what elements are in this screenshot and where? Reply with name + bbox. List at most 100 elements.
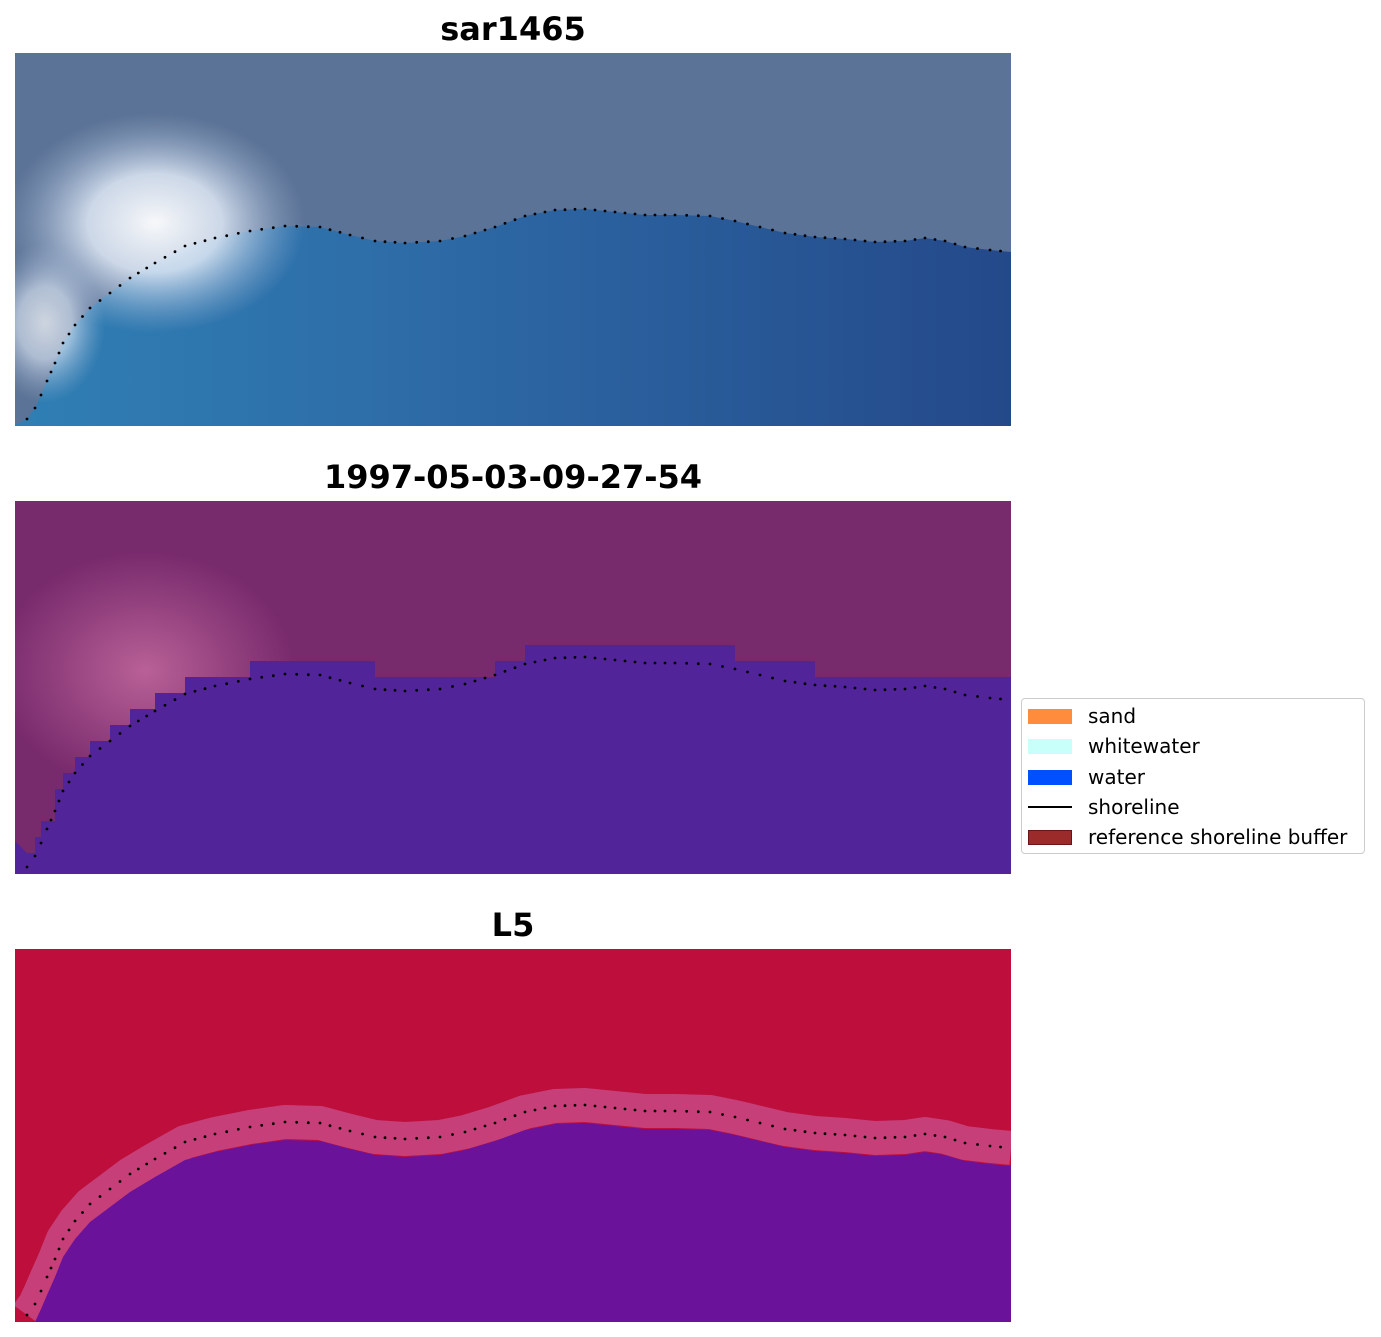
- shoreline-point: [271, 1122, 275, 1126]
- shoreline-point: [213, 684, 217, 688]
- shoreline-point: [733, 219, 737, 223]
- shoreline-point: [383, 1136, 387, 1140]
- shoreline-point: [225, 682, 229, 686]
- shoreline-point: [988, 248, 992, 252]
- shoreline-point: [523, 1110, 527, 1114]
- shoreline-point: [473, 1127, 477, 1131]
- shoreline-point: [173, 698, 177, 702]
- shoreline-point: [833, 1132, 837, 1136]
- shoreline-point: [823, 236, 827, 240]
- shoreline-point: [98, 747, 102, 750]
- shoreline-point: [383, 240, 387, 244]
- shoreline-point: [128, 276, 132, 280]
- shoreline-point: [193, 241, 197, 245]
- shoreline-point: [696, 214, 700, 218]
- legend-label-whitewater: whitewater: [1088, 734, 1200, 758]
- shoreline-point: [248, 229, 252, 233]
- shoreline-point: [708, 662, 712, 666]
- shoreline-point: [183, 1140, 187, 1144]
- legend-item-reference-buffer: reference shoreline buffer: [1028, 826, 1358, 848]
- shoreline-point: [696, 662, 700, 666]
- shoreline-point: [73, 771, 77, 775]
- shoreline-point: [883, 1136, 887, 1140]
- shoreline-point: [863, 687, 867, 691]
- shoreline-point: [426, 240, 430, 244]
- shoreline-point: [57, 351, 61, 355]
- shoreline-point: [393, 240, 397, 244]
- shoreline-point: [523, 662, 527, 666]
- shoreline-point: [893, 1135, 897, 1139]
- shoreline-point: [25, 1313, 29, 1317]
- shoreline-point: [883, 688, 887, 692]
- shoreline-point: [593, 1104, 597, 1108]
- shoreline-point: [183, 692, 187, 696]
- shoreline-point: [903, 687, 907, 691]
- shoreline-point: [415, 688, 419, 692]
- shoreline-point: [33, 406, 37, 410]
- shoreline-point: [328, 1124, 332, 1128]
- shoreline-point: [118, 1180, 122, 1183]
- shoreline-point: [803, 1130, 807, 1134]
- shoreline-point: [873, 1136, 877, 1140]
- shoreline-point: [306, 225, 310, 229]
- shoreline-point: [783, 231, 787, 235]
- water-swatch: [1028, 770, 1072, 785]
- shoreline-point: [33, 854, 37, 858]
- shoreline-point: [361, 1132, 364, 1136]
- shoreline-point: [573, 1103, 577, 1107]
- shoreline-point: [318, 225, 322, 229]
- shoreline-point: [348, 233, 352, 237]
- shoreline-point: [943, 1135, 947, 1139]
- shoreline-point: [513, 1114, 517, 1118]
- shoreline-point: [593, 656, 597, 660]
- shoreline-point: [708, 1110, 712, 1114]
- shoreline-point: [25, 865, 29, 869]
- shoreline-point: [913, 686, 917, 689]
- shoreline-point: [145, 1162, 149, 1166]
- shoreline-point: [260, 1123, 264, 1127]
- shoreline-point: [999, 697, 1002, 701]
- shoreline-point: [328, 228, 332, 232]
- shoreline-point: [893, 687, 897, 691]
- shoreline-point: [271, 226, 275, 230]
- shoreline-point: [25, 417, 29, 421]
- shoreline-point: [943, 239, 947, 243]
- shoreline-point: [88, 754, 92, 758]
- shoreline-point: [426, 688, 430, 692]
- shoreline-point: [543, 210, 547, 214]
- shoreline-point: [81, 763, 84, 766]
- shoreline-point: [203, 239, 207, 243]
- shoreline-point: [203, 1135, 207, 1139]
- shoreline-point: [338, 678, 342, 682]
- shoreline-point: [603, 657, 607, 661]
- shoreline-point: [953, 690, 957, 694]
- shoreline-point: [393, 688, 397, 692]
- shoreline-point: [451, 237, 454, 240]
- shoreline-line-swatch: [1028, 806, 1072, 808]
- shoreline-point: [913, 1134, 917, 1137]
- shoreline-point: [225, 1130, 229, 1134]
- shoreline-point: [67, 1228, 71, 1232]
- shoreline-point: [295, 224, 299, 228]
- shoreline-point: [553, 1104, 557, 1108]
- shoreline-point: [373, 1135, 377, 1139]
- shoreline-point: [633, 660, 637, 664]
- shoreline-point: [933, 238, 937, 241]
- shoreline-point: [53, 1257, 57, 1261]
- shoreline-point: [493, 673, 497, 677]
- shoreline-point: [643, 661, 647, 665]
- shoreline-point: [933, 686, 937, 689]
- shoreline-point: [451, 1133, 454, 1136]
- shoreline-point: [463, 234, 467, 238]
- shoreline-point: [373, 239, 377, 243]
- shoreline-point: [81, 315, 84, 318]
- shoreline-point: [361, 236, 364, 240]
- legend: sand whitewater water shoreline referenc…: [1021, 698, 1365, 854]
- shoreline-point: [573, 655, 577, 659]
- shoreline-point: [603, 209, 607, 213]
- shoreline-point: [746, 670, 749, 674]
- shoreline-point: [923, 1132, 927, 1136]
- shoreline-point: [283, 672, 287, 676]
- shoreline-point: [33, 1302, 37, 1306]
- shoreline-point: [118, 284, 122, 287]
